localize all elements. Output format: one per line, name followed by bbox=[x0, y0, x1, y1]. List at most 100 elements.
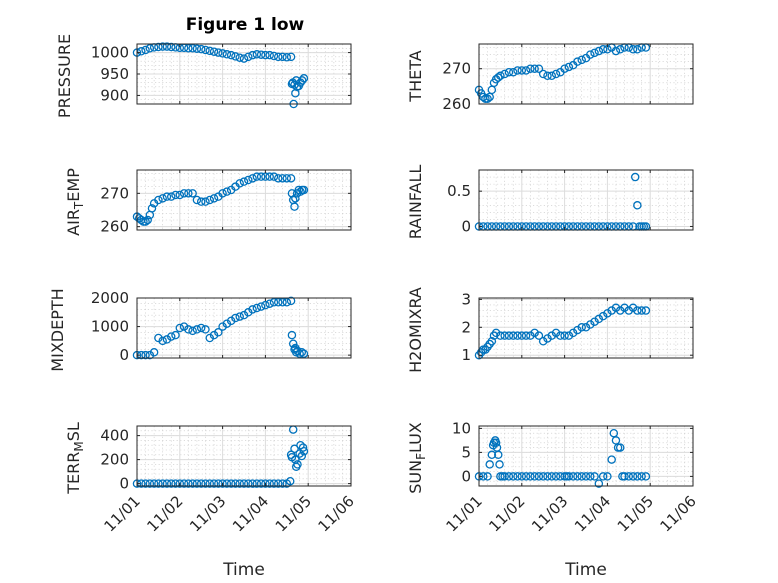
mixdepth-y-tick-label: 0 bbox=[119, 346, 129, 364]
air-temp-point bbox=[235, 179, 244, 188]
h2omixra-point bbox=[500, 331, 509, 340]
theta-point bbox=[504, 67, 514, 77]
mixdepth-y-tick-label: 2000 bbox=[91, 289, 129, 307]
sun-flux-point bbox=[573, 472, 582, 481]
sun-flux-point bbox=[485, 460, 494, 469]
mixdepth-point bbox=[158, 336, 167, 346]
sun-flux-x-tick-label: 11/05 bbox=[614, 492, 657, 535]
theta-point bbox=[483, 94, 492, 103]
sun-flux-point bbox=[508, 472, 518, 481]
mixdepth-ylabel: MIXDEPTH bbox=[48, 288, 67, 371]
sun-flux-point bbox=[526, 472, 535, 481]
sun-flux-point bbox=[534, 472, 544, 481]
mixdepth-point bbox=[287, 330, 297, 340]
terr-msl-x-tick-label: 11/06 bbox=[315, 492, 358, 535]
terr-msl-point bbox=[192, 479, 202, 488]
air-temp-point bbox=[244, 175, 253, 185]
rainfall-y-tick-label: 0 bbox=[461, 217, 471, 235]
mixdepth-point bbox=[162, 335, 172, 344]
theta-point bbox=[633, 45, 642, 54]
pressure-point bbox=[141, 45, 150, 55]
air-temp-point bbox=[222, 187, 232, 196]
h2omixra-point bbox=[491, 328, 501, 338]
theta-point bbox=[586, 50, 595, 59]
theta-point bbox=[508, 67, 518, 77]
h2omixra-point bbox=[577, 323, 586, 332]
h2omixra-point bbox=[538, 337, 548, 346]
pressure-point bbox=[252, 50, 262, 59]
pressure-point bbox=[286, 52, 296, 62]
theta-point bbox=[538, 69, 548, 79]
mixdepth-point bbox=[252, 303, 262, 313]
mixdepth-point bbox=[222, 319, 232, 328]
h2omixra-point bbox=[620, 303, 629, 313]
h2omixra-plot-area bbox=[479, 298, 693, 358]
air-temp-point bbox=[239, 177, 249, 186]
h2omixra-point bbox=[628, 303, 638, 313]
terr-msl-point bbox=[256, 479, 266, 488]
sun-flux-point bbox=[637, 472, 646, 481]
panel-pressure: 900 950 1000 PRESSURE bbox=[55, 34, 352, 118]
sun-flux-point bbox=[564, 472, 574, 481]
h2omixra-point bbox=[594, 314, 604, 324]
air-temp-point bbox=[147, 204, 157, 213]
pressure-point bbox=[273, 52, 283, 62]
air-temp-point bbox=[141, 217, 150, 226]
theta-ylabel: THETA bbox=[406, 50, 425, 102]
terr-msl-point bbox=[226, 479, 236, 488]
mixdepth-point bbox=[288, 339, 298, 348]
mixdepth-point bbox=[244, 308, 253, 317]
h2omixra-point bbox=[586, 320, 595, 329]
air-temp-point bbox=[273, 174, 283, 183]
h2omixra-point bbox=[560, 331, 569, 340]
terr-msl-point bbox=[244, 479, 253, 488]
pressure-point bbox=[256, 50, 266, 59]
terr-msl-point bbox=[290, 444, 299, 454]
terr-msl-point bbox=[299, 446, 309, 456]
h2omixra-point bbox=[534, 331, 544, 340]
terr-msl-plot-area bbox=[137, 426, 351, 486]
mixdepth-point bbox=[166, 332, 176, 341]
sun-flux-point bbox=[568, 472, 578, 481]
terr-msl-point bbox=[145, 479, 155, 488]
sun-flux-point bbox=[615, 443, 625, 452]
pressure-point bbox=[201, 45, 210, 55]
terr-msl-point bbox=[269, 479, 279, 488]
theta-point bbox=[564, 62, 574, 72]
theta-y-tick-label: 260 bbox=[442, 95, 471, 113]
pressure-point bbox=[184, 44, 193, 53]
air-temp-point bbox=[286, 174, 296, 183]
pressure-point bbox=[214, 48, 223, 57]
mixdepth-point bbox=[282, 298, 292, 307]
panel-air-temp: 260 270 AIRTEMP bbox=[64, 168, 352, 236]
terr-msl-y-tick-label: 200 bbox=[100, 451, 129, 469]
h2omixra-point bbox=[564, 331, 574, 340]
h2omixra-ylabel: H2OMIXRA bbox=[406, 287, 425, 373]
pressure-point bbox=[231, 52, 240, 61]
mixdepth-point bbox=[205, 333, 215, 343]
terr-msl-y-tick-label: 400 bbox=[100, 427, 129, 445]
rainfall-point bbox=[633, 201, 642, 210]
theta-point bbox=[479, 92, 488, 102]
air-temp-point bbox=[282, 174, 292, 183]
mixdepth-point bbox=[175, 323, 185, 333]
air-temp-point bbox=[209, 194, 219, 203]
terr-msl-point bbox=[248, 479, 257, 488]
panel-terr-msl: 0 200 400 TERRMSL 11/01 11/02 11/03 11/04 11/05 1… bbox=[64, 422, 358, 580]
pressure-y-tick-label: 900 bbox=[100, 86, 129, 104]
pressure-point bbox=[282, 53, 292, 62]
terr-msl-x-tick-label: 11/02 bbox=[143, 492, 186, 535]
panel-sun-flux: 0 5 10 SUNFLUX 11/01 11/02 11/03 11/04 11/05 11/0… bbox=[406, 419, 700, 580]
h2omixra-point bbox=[568, 328, 578, 338]
mixdepth-point bbox=[214, 328, 223, 337]
theta-point bbox=[526, 64, 535, 73]
theta-point bbox=[517, 66, 527, 75]
h2omixra-point bbox=[590, 317, 599, 326]
panel-theta: 260 270 THETA bbox=[406, 43, 694, 113]
h2omixra-point bbox=[556, 331, 565, 340]
mixdepth-point bbox=[231, 313, 240, 323]
pressure-point bbox=[278, 52, 287, 62]
h2omixra-point bbox=[637, 306, 646, 315]
terr-msl-y-tick-label: 0 bbox=[119, 475, 129, 493]
h2omixra-point bbox=[547, 331, 557, 340]
